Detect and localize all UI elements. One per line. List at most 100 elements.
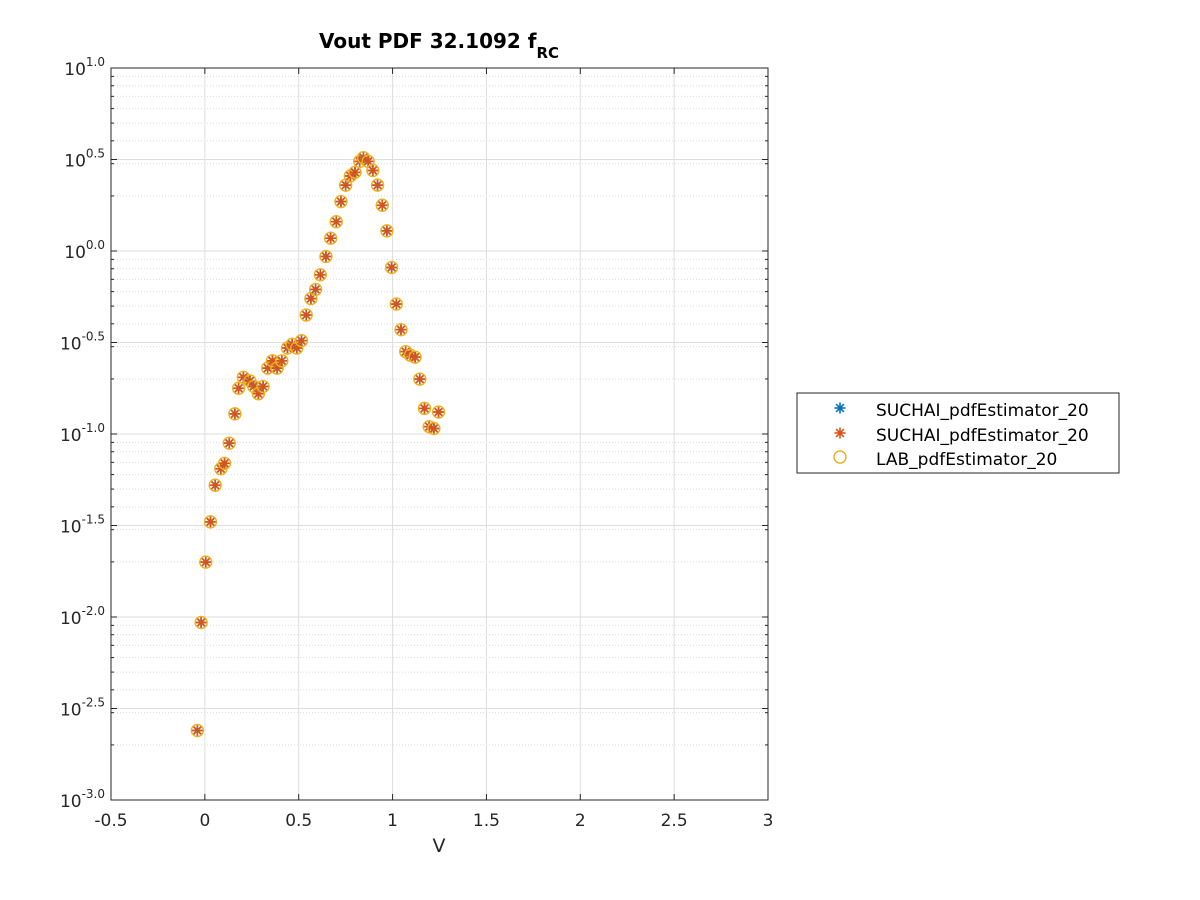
data-point-series-3: [251, 387, 266, 401]
data-point-series-3: [256, 379, 270, 394]
data-point-series-2-stroke: [220, 458, 230, 468]
data-point-series-2: [229, 408, 241, 420]
chart-title: Vout PDF 32.1092 fRC: [319, 29, 559, 62]
data-point-series-3: [329, 215, 343, 229]
data-point-series-3: [356, 150, 371, 165]
legend-marker-series-2: [834, 427, 846, 439]
data-point-series-3: [208, 478, 222, 492]
data-point-series-2-stroke: [258, 381, 268, 391]
x-tick-label: -0.5: [94, 811, 127, 831]
data-point-series-2-stroke: [224, 438, 234, 448]
data-point-series-2: [418, 402, 430, 414]
data-point-series-2-stroke: [301, 310, 311, 320]
data-point-series-3: [334, 194, 348, 209]
data-point-series-2: [191, 724, 203, 736]
data-point-series-2-stroke: [272, 363, 282, 373]
data-point-series-3: [375, 198, 389, 212]
y-tick-label: 10-1.0: [60, 421, 105, 446]
data-point-series-2-stroke: [373, 180, 383, 190]
data-point-series-3: [408, 350, 422, 364]
legend-entry-label: SUCHAI_pdfEstimator_20: [876, 401, 1089, 421]
data-point-series-2-stroke: [206, 517, 215, 527]
data-point-series-2: [219, 457, 231, 469]
x-tick-label: 1: [387, 811, 398, 831]
data-point-series-2: [386, 261, 398, 273]
data-point-series-3: [366, 163, 380, 178]
x-axis-label: V: [433, 835, 446, 857]
data-point-series-3: [348, 165, 362, 180]
data-point-series-2: [428, 423, 440, 435]
y-tick-label: 101.0: [64, 55, 105, 80]
data-point-series-2: [276, 355, 288, 367]
data-point-series-3: [222, 436, 236, 450]
data-point-series-2-stroke: [277, 356, 287, 366]
legend-marker-series-3: [833, 450, 847, 464]
data-point-series-3: [389, 297, 404, 311]
data-point-series-2: [209, 479, 221, 491]
data-point-series-2-stroke: [297, 336, 306, 346]
data-point-series-2-stroke: [201, 557, 211, 567]
data-point-series-2: [200, 556, 212, 568]
legend-marker-series-2-stroke: [835, 428, 845, 438]
data-point-series-2-stroke: [249, 381, 259, 391]
data-point-series-2-stroke: [377, 200, 387, 210]
data-point-series-3: [343, 169, 358, 183]
data-point-series-2: [376, 199, 388, 211]
x-tick-label: 0.5: [285, 811, 312, 831]
data-point-series-2-stroke: [331, 217, 341, 227]
x-tick-label: 0: [199, 811, 210, 831]
y-tick-label: 100.5: [64, 147, 105, 172]
data-point-series-2: [300, 309, 312, 321]
data-point-series-2-stroke: [424, 422, 434, 432]
data-point-series-2: [362, 155, 374, 167]
legend-marker-series-1: [834, 402, 846, 414]
data-point-series-2: [223, 437, 235, 449]
data-point-series-2: [314, 269, 326, 281]
data-point-series-3: [299, 308, 313, 322]
data-point-series-3: [231, 381, 246, 395]
data-point-series-2-stroke: [387, 263, 397, 272]
data-point-series-3: [394, 322, 408, 337]
data-point-series-3: [217, 456, 232, 470]
data-point-series-2: [195, 616, 207, 628]
data-point-series-3: [413, 372, 427, 386]
data-point-series-2-stroke: [306, 294, 316, 304]
legend-entry-label: SUCHAI_pdfEstimator_20: [876, 426, 1089, 446]
data-point-series-3: [308, 282, 323, 297]
chart-title-text: Vout PDF 32.1092 f: [319, 29, 537, 53]
data-point-series-3: [313, 268, 328, 282]
data-point-series-2-stroke: [253, 389, 263, 399]
data-point-series-2-stroke: [410, 352, 420, 362]
data-point-series-3: [290, 341, 304, 355]
data-point-series-2: [433, 406, 445, 418]
data-point-series-2: [349, 166, 361, 178]
legend-marker-series-1-stroke: [835, 403, 845, 413]
data-point-series-2: [390, 298, 402, 310]
data-point-series-2: [330, 216, 342, 228]
data-point-series-3: [194, 615, 208, 630]
legend-box: [796, 392, 1120, 474]
data-point-series-2-stroke: [420, 403, 429, 413]
data-point-series-3: [190, 723, 205, 738]
data-point-series-2: [409, 351, 421, 363]
data-points: [190, 150, 446, 738]
data-point-series-3: [319, 249, 333, 264]
y-tick-label: 100.0: [64, 238, 105, 263]
data-point-series-3: [417, 401, 432, 416]
data-point-series-2-stroke: [192, 726, 202, 735]
data-point-series-2-stroke: [238, 372, 248, 382]
data-point-series-2: [291, 342, 303, 354]
data-point-series-3: [275, 354, 289, 368]
data-point-series-2: [305, 293, 317, 305]
x-tick-label: 3: [763, 811, 774, 831]
data-point-series-2: [372, 179, 384, 191]
data-point-series-2: [204, 516, 216, 528]
legend: SUCHAI_pdfEstimator_20 SUCHAI_pdfEstimat…: [796, 392, 1120, 474]
data-point-series-2-stroke: [396, 325, 406, 335]
data-point-series-2: [310, 283, 322, 295]
y-tick-label: 10-3.0: [60, 787, 105, 812]
data-point-series-2: [414, 373, 426, 385]
data-point-series-2-stroke: [267, 356, 277, 366]
data-point-series-3: [294, 333, 309, 348]
